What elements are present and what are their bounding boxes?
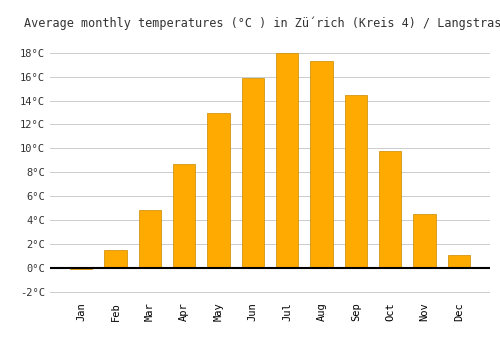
Bar [138,210,161,268]
Title: Average monthly temperatures (°C ) in Zǘrich (Kreis 4) / Langstrasse: Average monthly temperatures (°C ) in Zü… [24,16,500,30]
Bar [173,164,196,268]
Bar [344,94,367,268]
Bar [448,254,470,268]
Bar [276,53,298,268]
Bar [414,214,436,268]
Bar [208,113,230,268]
Bar [310,61,332,268]
Bar [104,250,126,268]
Bar [242,78,264,268]
Bar [379,151,402,268]
Bar [70,268,92,269]
